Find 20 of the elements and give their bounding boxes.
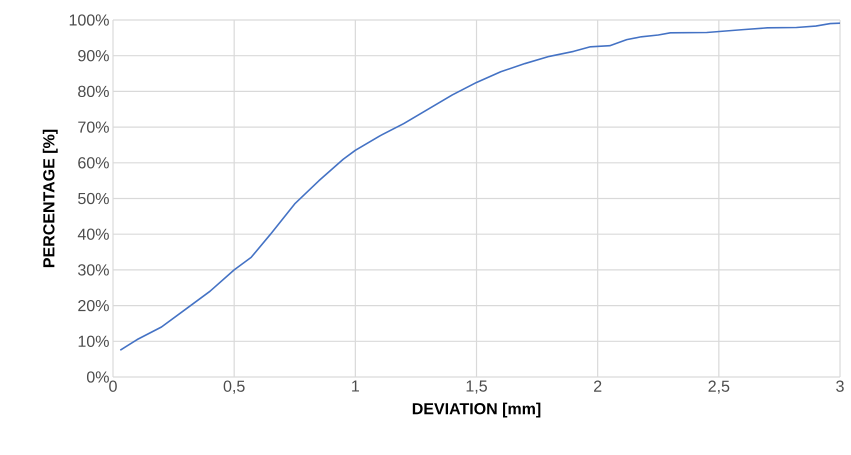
- x-tick-label: 2,5: [708, 380, 730, 394]
- x-tick-label: 1: [352, 380, 359, 392]
- x-tick-label: 0,5: [224, 380, 245, 394]
- y-tick-label: 20%: [78, 300, 109, 312]
- x-tick-label: 2: [594, 380, 602, 392]
- y-tick-label: 80%: [78, 86, 109, 98]
- y-tick-label: 10%: [78, 336, 109, 347]
- y-tick-label: 30%: [78, 264, 109, 276]
- y-tick-label: 90%: [78, 50, 109, 62]
- x-tick-label: 1,5: [466, 380, 487, 394]
- y-tick-label: 60%: [78, 157, 109, 168]
- y-tick-label: 0%: [86, 371, 109, 383]
- y-tick-label: 100%: [70, 14, 109, 26]
- y-tick-label: 40%: [78, 228, 109, 240]
- x-axis-title: DEVIATION [mm]: [412, 402, 540, 418]
- y-tick-label: 70%: [78, 121, 109, 133]
- x-tick-label: 0: [109, 380, 117, 392]
- y-tick-label: 50%: [78, 192, 109, 204]
- x-tick-label: 3: [836, 380, 844, 392]
- y-axis-title: PERCENTAGE [%]: [42, 130, 58, 268]
